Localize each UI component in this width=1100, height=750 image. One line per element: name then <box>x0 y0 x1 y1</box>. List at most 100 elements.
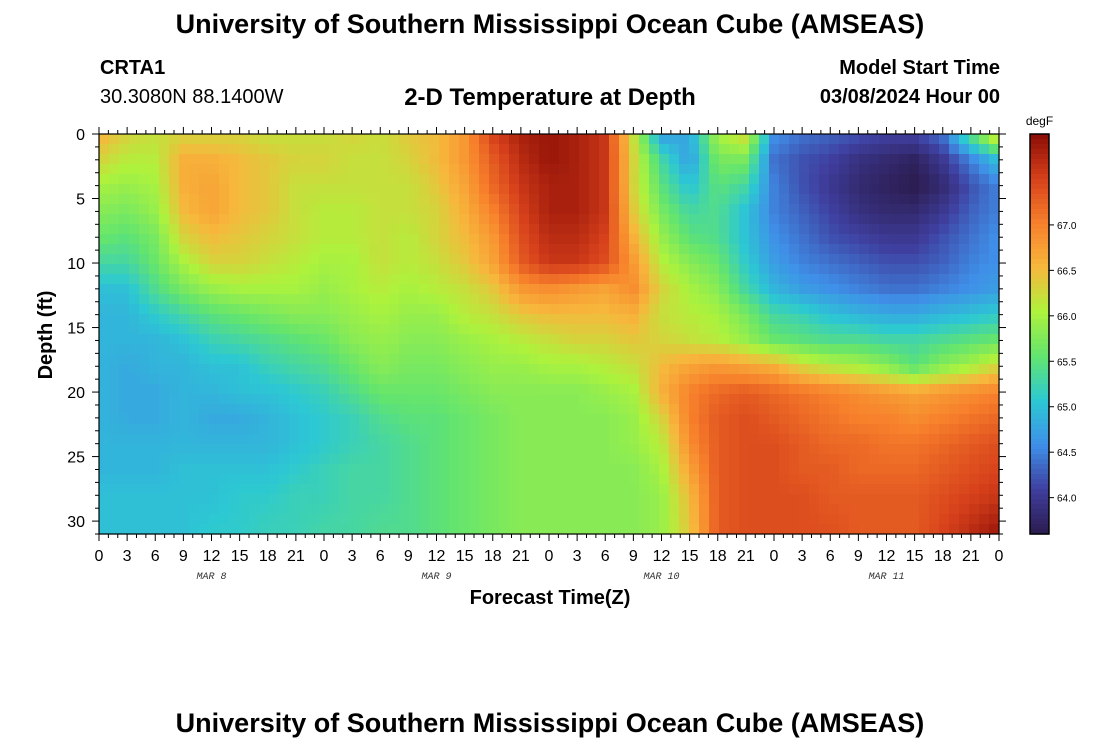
heatmap-cell <box>689 504 700 515</box>
heatmap-cell <box>399 134 410 145</box>
heatmap-cell <box>309 244 320 255</box>
heatmap-cell <box>729 524 740 535</box>
heatmap-cell <box>239 364 250 375</box>
colorbar-segment <box>1030 309 1049 315</box>
heatmap-cell <box>109 134 120 145</box>
heatmap-cell <box>799 214 810 225</box>
heatmap-cell <box>629 394 640 405</box>
heatmap-cell <box>269 134 280 145</box>
heatmap-cell <box>589 174 600 185</box>
heatmap-cell <box>379 404 390 415</box>
heatmap-cell <box>559 424 570 435</box>
heatmap-cell <box>989 424 1000 435</box>
heatmap-cell <box>489 164 500 175</box>
heatmap-cell <box>209 144 220 155</box>
heatmap-cell <box>979 254 990 265</box>
heatmap-cell <box>119 224 130 235</box>
heatmap-cell <box>489 394 500 405</box>
heatmap-cell <box>449 134 460 145</box>
heatmap-cell <box>279 404 290 415</box>
heatmap-cell <box>699 364 710 375</box>
heatmap-cell <box>169 174 180 185</box>
heatmap-cell <box>159 294 170 305</box>
heatmap-cell <box>429 184 440 195</box>
heatmap-cell <box>749 134 760 145</box>
heatmap-cell <box>199 484 210 495</box>
heatmap-cell <box>229 334 240 345</box>
x-tick-label: 21 <box>512 548 530 565</box>
heatmap-cell <box>269 454 280 465</box>
heatmap-cell <box>779 474 790 485</box>
heatmap-cell <box>419 504 430 515</box>
heatmap-cell <box>569 404 580 415</box>
heatmap-cell <box>419 414 430 425</box>
heatmap-cell <box>969 494 980 505</box>
heatmap-cell <box>979 394 990 405</box>
heatmap-cell <box>579 264 590 275</box>
heatmap-cell <box>719 434 730 445</box>
heatmap-cell <box>209 504 220 515</box>
heatmap-cell <box>639 284 650 295</box>
heatmap-cell <box>969 454 980 465</box>
heatmap-cell <box>519 194 530 205</box>
heatmap-cell <box>309 144 320 155</box>
heatmap-cell <box>519 154 530 165</box>
heatmap-cell <box>619 434 630 445</box>
heatmap-cell <box>439 264 450 275</box>
heatmap-cell <box>469 184 480 195</box>
heatmap-cell <box>969 184 980 195</box>
heatmap-cell <box>559 294 570 305</box>
heatmap-cell <box>369 324 380 335</box>
heatmap-cell <box>609 514 620 525</box>
heatmap-cell <box>969 204 980 215</box>
heatmap-cell <box>319 344 330 355</box>
heatmap-cell <box>899 194 910 205</box>
heatmap-cell <box>739 394 750 405</box>
heatmap-cell <box>619 384 630 395</box>
heatmap-cell <box>389 374 400 385</box>
heatmap-cell <box>389 144 400 155</box>
heatmap-cell <box>299 174 310 185</box>
heatmap-cell <box>779 524 790 535</box>
heatmap-cell <box>319 384 330 395</box>
heatmap-cell <box>769 504 780 515</box>
heatmap-cell <box>859 444 870 455</box>
heatmap-cell <box>409 234 420 245</box>
heatmap-cell <box>229 514 240 525</box>
heatmap-cell <box>979 144 990 155</box>
heatmap-cell <box>299 294 310 305</box>
heatmap-cell <box>849 274 860 285</box>
heatmap-cell <box>519 424 530 435</box>
heatmap-cell <box>769 524 780 535</box>
heatmap-cell <box>849 154 860 165</box>
colorbar-segment <box>1030 224 1049 230</box>
heatmap-cell <box>959 264 970 275</box>
heatmap-cell <box>369 184 380 195</box>
heatmap-cell <box>669 304 680 315</box>
heatmap-cell <box>819 354 830 365</box>
heatmap-cell <box>669 254 680 265</box>
heatmap-cell <box>969 244 980 255</box>
heatmap-cell <box>279 204 290 215</box>
heatmap-cell <box>809 454 820 465</box>
heatmap-cell <box>569 204 580 215</box>
heatmap-cell <box>379 364 390 375</box>
heatmap-cell <box>169 374 180 385</box>
heatmap-cell <box>509 194 520 205</box>
heatmap-cell <box>299 494 310 505</box>
heatmap-cell <box>649 344 660 355</box>
heatmap-cell <box>759 374 770 385</box>
heatmap-cell <box>109 214 120 225</box>
heatmap-cell <box>419 344 430 355</box>
heatmap-cell <box>819 434 830 445</box>
heatmap-cell <box>939 134 950 145</box>
heatmap-cell <box>369 234 380 245</box>
heatmap-cell <box>109 184 120 195</box>
heatmap-cell <box>389 494 400 505</box>
heatmap-cell <box>929 314 940 325</box>
heatmap-cell <box>669 324 680 335</box>
heatmap-cell <box>919 504 930 515</box>
heatmap-cell <box>879 454 890 465</box>
heatmap-cell <box>159 214 170 225</box>
heatmap-cell <box>979 294 990 305</box>
